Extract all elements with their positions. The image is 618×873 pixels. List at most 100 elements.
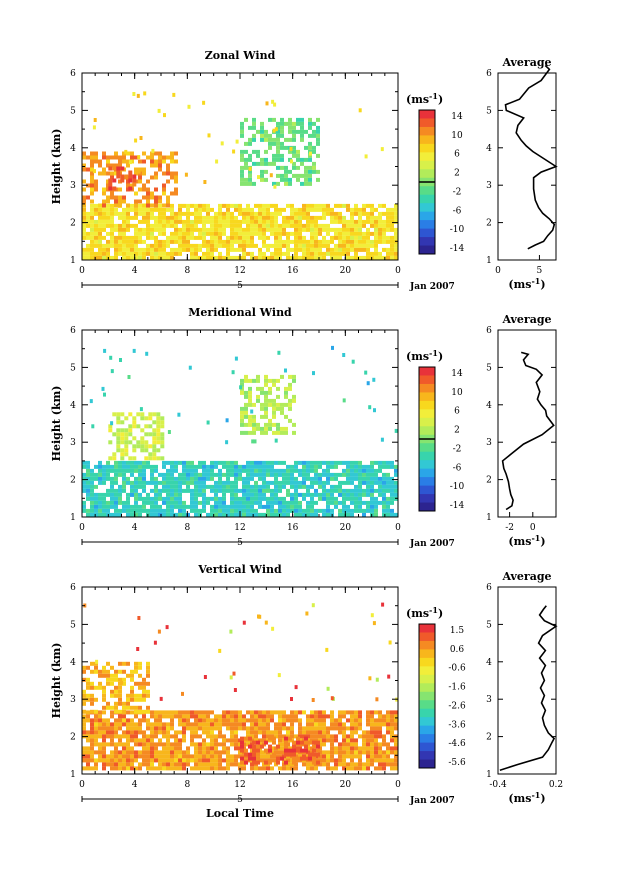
heatmap-cell xyxy=(118,689,122,694)
heatmap-cell xyxy=(94,762,98,767)
heatmap-cell xyxy=(290,468,294,473)
heatmap-cell xyxy=(234,714,238,719)
heatmap-cell xyxy=(120,166,125,171)
heatmap-cell xyxy=(146,762,150,767)
heatmap-cell xyxy=(330,726,334,731)
heatmap-cell xyxy=(258,235,262,240)
heatmap-cell xyxy=(274,492,278,497)
heatmap-cell xyxy=(248,390,252,395)
heatmap-cell xyxy=(314,243,318,248)
heatmap-cell xyxy=(152,440,157,445)
heatmap-cell xyxy=(182,750,186,755)
heatmap-cell xyxy=(130,693,134,698)
heatmap-cell xyxy=(354,746,358,751)
heatmap-cell xyxy=(366,255,370,260)
heatmap-cell xyxy=(82,689,86,694)
heatmap-cell xyxy=(142,484,146,489)
heatmap-cell xyxy=(132,92,136,96)
heatmap-cell xyxy=(346,472,350,477)
heatmap-cell xyxy=(346,460,350,465)
heatmap-cell xyxy=(166,239,170,244)
heatmap-cell xyxy=(114,718,118,723)
heatmap-cell xyxy=(186,710,190,715)
heatmap-cell xyxy=(166,171,170,176)
heatmap-cell xyxy=(90,468,94,473)
heatmap-cell xyxy=(230,472,234,477)
heatmap-cell xyxy=(186,215,190,220)
heatmap-cell xyxy=(182,247,186,252)
heatmap-cell xyxy=(122,730,126,735)
heatmap-cell xyxy=(234,247,238,252)
heatmap-cell xyxy=(190,251,194,256)
heatmap-cell xyxy=(242,492,246,497)
heatmap-cell xyxy=(248,169,252,174)
heatmap-cell xyxy=(378,239,382,244)
heatmap-cell xyxy=(288,117,292,122)
heatmap-cell xyxy=(270,231,274,236)
heatmap-cell xyxy=(98,754,102,759)
heatmap-cell xyxy=(110,766,114,771)
heatmap-cell xyxy=(310,227,314,232)
heatmap-cell xyxy=(126,468,130,473)
heatmap-cell xyxy=(262,504,266,509)
heatmap-cell xyxy=(394,207,398,212)
colorbar-label: -1.6 xyxy=(448,683,466,693)
heatmap-cell xyxy=(190,500,194,505)
heatmap-cell xyxy=(358,746,362,751)
heatmap-cell xyxy=(272,153,276,158)
heatmap-cell xyxy=(290,231,294,236)
heatmap-cell xyxy=(114,669,118,674)
heatmap-cell xyxy=(154,726,158,731)
heatmap-cell xyxy=(190,496,194,501)
heatmap-cell xyxy=(378,766,382,771)
heatmap-cell xyxy=(190,227,194,232)
heatmap-cell xyxy=(146,496,150,501)
heatmap-cell xyxy=(202,492,206,497)
heatmap-cell xyxy=(170,766,174,771)
heatmap-cell xyxy=(130,223,134,228)
heatmap-cell xyxy=(140,448,145,453)
colorbar-swatch xyxy=(419,683,435,693)
heatmap-cell xyxy=(152,436,157,441)
heatmap-cell xyxy=(194,207,198,212)
heatmap-cell xyxy=(270,488,274,493)
heatmap-cell xyxy=(94,223,98,228)
heatmap-cell xyxy=(302,460,306,465)
heatmap-cell xyxy=(390,251,394,256)
heatmap-cell xyxy=(272,752,276,757)
heatmap-cell xyxy=(106,215,110,220)
heatmap-cell xyxy=(308,121,312,126)
heatmap-cell xyxy=(258,488,262,493)
heatmap-cell xyxy=(346,754,350,759)
heatmap-cell xyxy=(202,219,206,224)
x-tick-label: 12 xyxy=(234,780,245,790)
heatmap-cell xyxy=(266,211,270,216)
heatmap-cell xyxy=(260,173,264,178)
heatmap-cell xyxy=(292,161,296,166)
heatmap-cell xyxy=(378,758,382,763)
heatmap-cell xyxy=(382,496,386,501)
heatmap-cell xyxy=(106,207,110,212)
heatmap-cell xyxy=(238,235,242,240)
heatmap-cell xyxy=(126,673,130,678)
heatmap-cell xyxy=(270,718,274,723)
heatmap-cell xyxy=(394,480,398,485)
heatmap-cell xyxy=(308,165,312,170)
heatmap-cell xyxy=(234,730,238,735)
heatmap-cell xyxy=(248,756,252,761)
heatmap-cell xyxy=(146,500,150,505)
heatmap-cell xyxy=(154,500,158,505)
heatmap-cell xyxy=(142,171,146,176)
heatmap-cell xyxy=(162,472,166,477)
heatmap-cell xyxy=(218,476,222,481)
heatmap-cell xyxy=(206,722,210,727)
heatmap-cell xyxy=(222,492,226,497)
heatmap-cell xyxy=(134,500,138,505)
heatmap-cell xyxy=(354,472,358,477)
heatmap-cell xyxy=(370,734,374,739)
heatmap-cell xyxy=(231,370,235,375)
unit-superscript: -1 xyxy=(429,91,438,101)
heatmap-cell xyxy=(240,177,244,182)
average-unit: (ms-1) xyxy=(508,276,545,291)
unit-superscript: -1 xyxy=(531,276,540,286)
